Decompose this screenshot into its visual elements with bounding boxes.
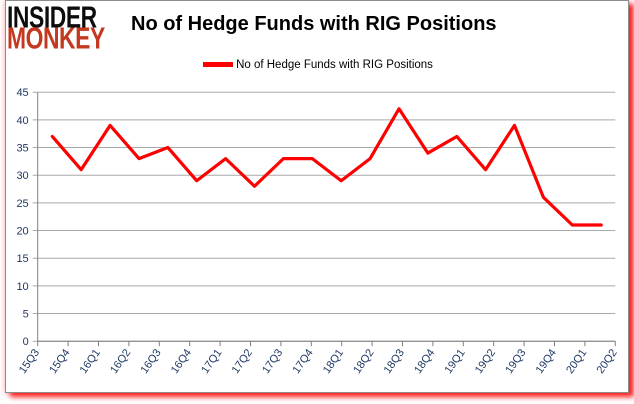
svg-text:20Q2: 20Q2 (594, 347, 619, 376)
svg-text:17Q1: 17Q1 (199, 347, 224, 376)
svg-text:15Q3: 15Q3 (17, 347, 42, 376)
svg-text:18Q3: 18Q3 (382, 347, 407, 376)
svg-text:15: 15 (16, 253, 28, 265)
svg-text:16Q2: 16Q2 (108, 347, 133, 376)
svg-text:19Q4: 19Q4 (534, 347, 559, 376)
svg-text:45: 45 (16, 87, 28, 99)
svg-text:16Q1: 16Q1 (78, 347, 103, 376)
svg-text:35: 35 (16, 143, 28, 155)
svg-text:25: 25 (16, 198, 28, 210)
svg-text:20: 20 (16, 226, 28, 238)
svg-text:17Q3: 17Q3 (260, 347, 285, 376)
svg-text:19Q3: 19Q3 (503, 347, 528, 376)
svg-text:20Q1: 20Q1 (564, 347, 589, 376)
svg-text:0: 0 (23, 336, 29, 348)
svg-text:15Q4: 15Q4 (47, 347, 72, 376)
svg-text:17Q2: 17Q2 (230, 347, 255, 376)
svg-text:16Q4: 16Q4 (169, 347, 194, 376)
svg-text:40: 40 (16, 115, 28, 127)
svg-text:18Q1: 18Q1 (321, 347, 346, 376)
svg-text:19Q1: 19Q1 (442, 347, 467, 376)
svg-text:19Q2: 19Q2 (473, 347, 498, 376)
svg-text:16Q3: 16Q3 (138, 347, 163, 376)
svg-text:10: 10 (16, 281, 28, 293)
svg-text:30: 30 (16, 170, 28, 182)
svg-text:5: 5 (23, 309, 29, 321)
svg-text:18Q4: 18Q4 (412, 347, 437, 376)
svg-text:18Q2: 18Q2 (351, 347, 376, 376)
svg-text:17Q4: 17Q4 (290, 347, 315, 376)
